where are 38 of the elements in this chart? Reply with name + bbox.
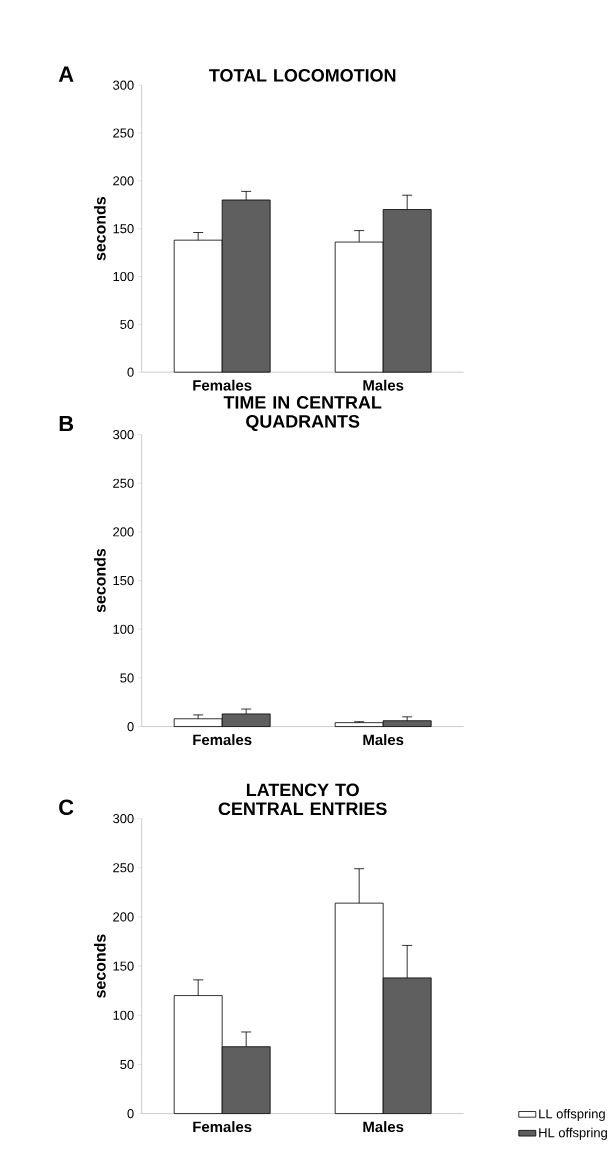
y-tick-label: 0: [127, 721, 134, 732]
y-tick-label: 0: [127, 1109, 134, 1119]
x-tick-label: Females: [193, 379, 252, 391]
text: A: [58, 66, 74, 82]
chart-title: TIME IN CENTRAL QUADRANTS: [223, 396, 382, 432]
y-tick-label: 250: [113, 478, 134, 488]
y-tick-label: 300: [113, 814, 134, 824]
y-tick-label: 200: [113, 176, 134, 186]
y-tick-label: 200: [113, 527, 134, 537]
text: B: [59, 415, 74, 432]
y-axis-title: seconds: [94, 548, 106, 613]
chart-title: TOTAL LOCOMOTION: [209, 68, 396, 82]
x-tick-label: Males: [363, 1121, 404, 1133]
x-tick-label: Females: [193, 734, 252, 746]
y-axis-title: seconds: [94, 197, 106, 261]
legend-label: LL offspring: [539, 1108, 605, 1121]
y-tick-label: 150: [113, 224, 134, 234]
y-tick-label: 300: [113, 429, 134, 440]
y-tick-label: 0: [127, 367, 134, 377]
y-tick-label: 250: [113, 863, 134, 873]
x-tick-label: Males: [363, 734, 404, 746]
chart-title: LATENCY TO CENTRAL ENTRIES: [218, 783, 387, 816]
y-tick-label: 50: [120, 673, 134, 683]
x-tick-label: Females: [193, 1121, 252, 1133]
y-axis-title: seconds: [94, 934, 106, 998]
y-tick-label: 150: [113, 575, 134, 586]
y-tick-label: 300: [113, 80, 134, 90]
y-tick-label: 100: [113, 1010, 134, 1020]
text: C: [59, 799, 74, 816]
y-tick-label: 50: [120, 1059, 134, 1069]
y-tick-label: 150: [113, 961, 134, 971]
y-tick-label: 100: [113, 624, 134, 634]
y-tick-label: 50: [120, 319, 134, 329]
legend-label: HL offspring: [539, 1127, 608, 1140]
y-tick-label: 250: [113, 128, 134, 138]
y-tick-label: 100: [113, 271, 134, 282]
y-tick-label: 200: [113, 912, 134, 922]
x-tick-label: Males: [363, 379, 404, 391]
